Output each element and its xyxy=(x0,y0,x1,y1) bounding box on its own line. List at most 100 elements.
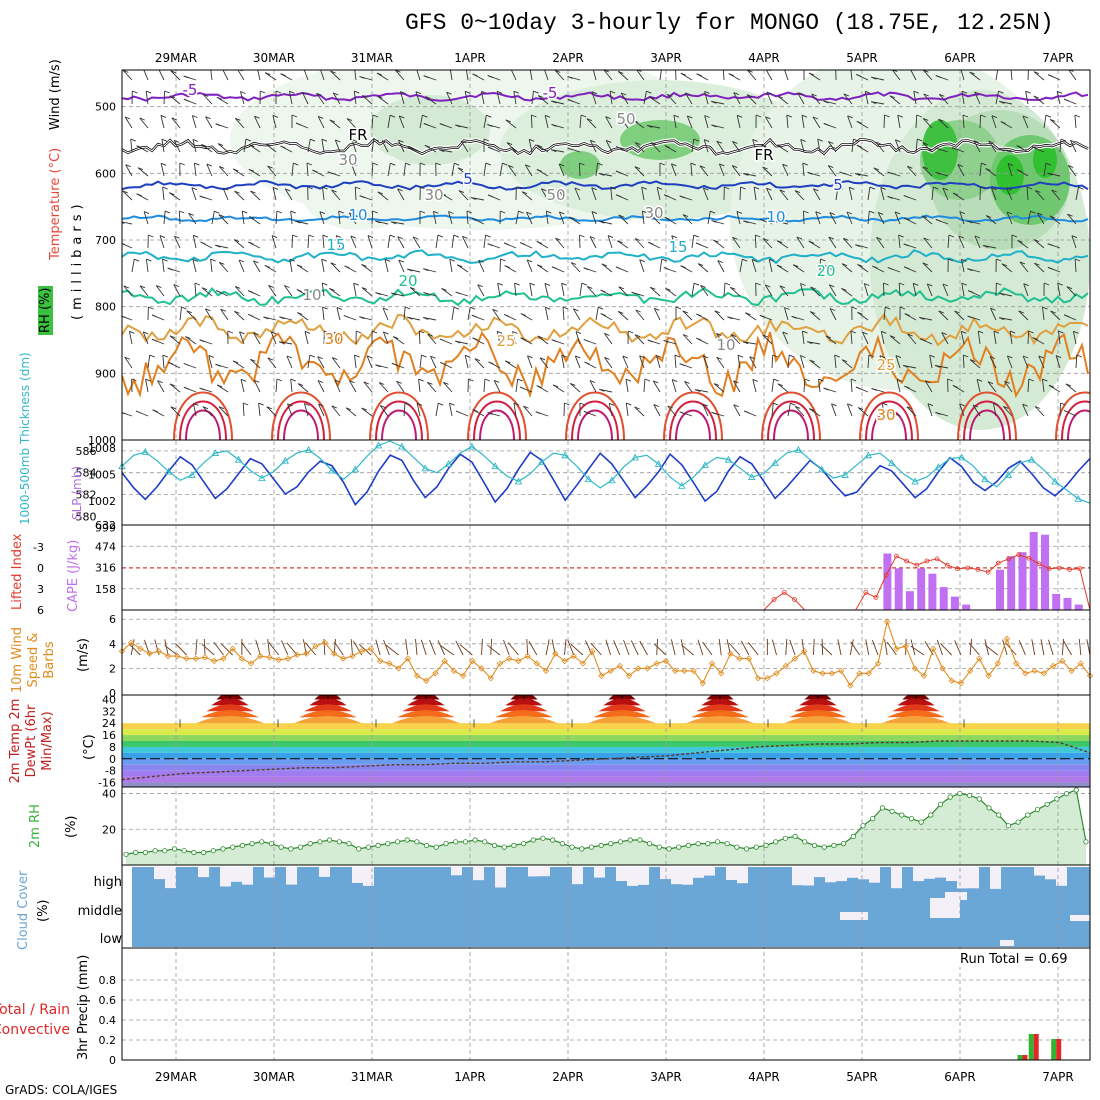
wind-barb xyxy=(617,240,629,249)
wind-barb-flag xyxy=(779,285,786,289)
rh-marker xyxy=(918,819,924,825)
wind-barb xyxy=(258,403,261,417)
wind-barb xyxy=(1057,283,1061,297)
wind-barb-flag xyxy=(1047,74,1054,78)
wind-barb-flag xyxy=(441,287,447,291)
wind-barb xyxy=(1069,140,1077,153)
t2m-diurnal-hump xyxy=(505,698,543,706)
wind-barb xyxy=(218,261,229,273)
wind-barb-flag xyxy=(1011,67,1016,69)
t2m-diurnal-hump xyxy=(495,710,553,718)
wind-barb xyxy=(457,167,469,177)
t2m-tick-label: 16 xyxy=(102,729,116,742)
surface-wind-barb xyxy=(630,640,639,656)
wind-barb xyxy=(529,283,533,297)
wind-barb-flag xyxy=(808,240,815,244)
wind-barb xyxy=(817,139,821,153)
wind-barb xyxy=(579,114,582,129)
t2m-diurnal-hump xyxy=(892,704,940,712)
wind-barb-flag xyxy=(525,164,531,168)
contour-label: 50 xyxy=(546,186,565,204)
wind-barb-flag xyxy=(1045,162,1052,166)
high-cloud-gap xyxy=(737,867,748,884)
wind-barb-flag xyxy=(648,96,655,100)
wind-barb-flag xyxy=(267,357,273,361)
wind-barb-flag xyxy=(454,162,460,166)
precip-total-bar xyxy=(1051,1039,1057,1060)
wind-barb-flag xyxy=(570,382,576,386)
wind-speed-marker xyxy=(469,657,476,665)
wind-barb xyxy=(524,164,533,177)
wind-barb-flag xyxy=(846,211,853,215)
wind-barb xyxy=(124,116,133,129)
wind-barb-flag xyxy=(959,211,965,215)
wind-barb-flag xyxy=(492,308,498,312)
wind-barb xyxy=(635,309,645,321)
surface-wind-barb xyxy=(375,639,381,656)
cape-bar xyxy=(962,604,971,610)
wind-barb-flag xyxy=(234,310,240,314)
wind-barb-flag xyxy=(583,267,589,271)
wind-barb-flag xyxy=(354,354,360,358)
wind-barb-flag xyxy=(541,188,547,192)
wind-barb-flag xyxy=(544,282,551,286)
wind-barb-flag xyxy=(350,235,356,239)
surface-wind-barb xyxy=(697,639,704,656)
wind-speed-marker xyxy=(192,655,199,662)
lifted-index-marker xyxy=(955,566,960,572)
wind-barb-flag xyxy=(130,138,136,142)
wind-speed-marker xyxy=(718,670,725,677)
wind-barb xyxy=(604,333,613,345)
surface-wind-barb xyxy=(1048,639,1054,656)
wind-barb-flag xyxy=(597,162,603,166)
wind-barb-flag xyxy=(232,360,239,364)
wind-barb-flag xyxy=(349,380,355,384)
wind-barb-flag xyxy=(968,290,974,294)
wind-barb xyxy=(659,259,663,273)
wind-barb-flag xyxy=(985,215,992,218)
surface-wind-barb xyxy=(385,644,399,656)
wind-barb-flag xyxy=(382,307,389,311)
wind-barb xyxy=(464,355,469,369)
surface-heat-contour xyxy=(283,409,319,440)
rh2m-axis-title: 2m RH xyxy=(28,804,43,848)
wind-barb xyxy=(961,91,965,105)
wind-barb xyxy=(819,258,821,273)
wind-barb xyxy=(730,334,741,345)
wind-barb xyxy=(989,356,997,369)
wind-barb xyxy=(142,331,149,345)
wind-barb-flag xyxy=(740,186,746,190)
rh-marker xyxy=(996,812,1002,818)
wind-barb xyxy=(159,235,165,249)
wind-barb-flag xyxy=(157,380,163,384)
high-cloud-gap xyxy=(726,867,737,880)
date-label-top: 30MAR xyxy=(253,51,295,65)
wind-barb-flag xyxy=(825,335,832,339)
wind-barb-flag xyxy=(702,403,708,407)
wind-barb-flag xyxy=(604,356,610,360)
wind-barb-flag xyxy=(1022,403,1028,407)
wind-barb xyxy=(862,332,869,345)
wind-barb-flag xyxy=(963,354,969,358)
wind-barb-flag xyxy=(743,172,749,176)
wind-barb-flag xyxy=(647,339,653,343)
wind-barb xyxy=(863,283,869,297)
thickness-marker xyxy=(1004,470,1013,478)
wind-barb-flag xyxy=(952,384,958,388)
wind-barb-flag xyxy=(716,332,722,336)
rh-marker xyxy=(773,839,779,845)
wind-barb-flag xyxy=(807,341,813,345)
wind-barb-flag xyxy=(1004,380,1010,384)
date-label-bottom: 1APR xyxy=(454,1070,485,1084)
wind-barb-flag xyxy=(899,282,905,286)
wind-barb xyxy=(810,286,821,297)
cape-bar xyxy=(1018,552,1027,610)
wind-barb-flag xyxy=(1028,378,1034,382)
wind-barb xyxy=(506,142,517,153)
wind-barb-flag xyxy=(472,337,478,341)
wind-barb-flag xyxy=(891,70,898,73)
wind-barb xyxy=(220,308,229,321)
wind-barb xyxy=(1017,240,1029,249)
wind-barb-flag xyxy=(996,258,1002,262)
wind-barb-flag xyxy=(271,331,277,335)
